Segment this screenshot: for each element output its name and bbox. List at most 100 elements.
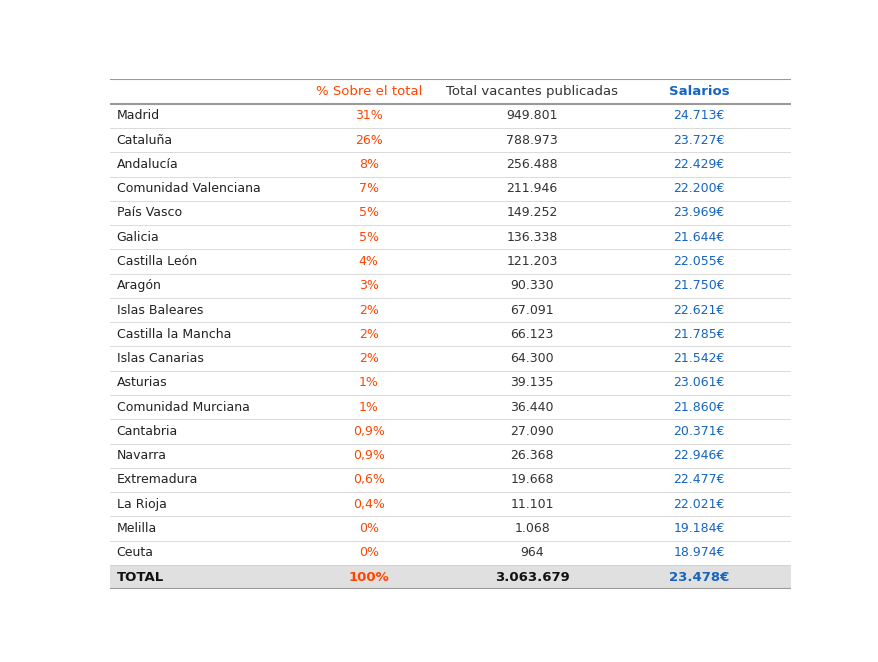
- Text: 64.300: 64.300: [510, 352, 553, 365]
- Text: Cataluña: Cataluña: [117, 134, 173, 146]
- Text: 22.946€: 22.946€: [673, 449, 724, 462]
- Text: 3%: 3%: [358, 279, 378, 292]
- Text: 18.974€: 18.974€: [673, 546, 724, 559]
- Text: 3.063.679: 3.063.679: [494, 571, 569, 583]
- Text: 66.123: 66.123: [510, 328, 553, 341]
- Bar: [110, 104, 790, 128]
- Text: 21.750€: 21.750€: [673, 279, 724, 292]
- Text: 22.200€: 22.200€: [673, 182, 724, 195]
- Text: 136.338: 136.338: [506, 231, 558, 244]
- Text: 26%: 26%: [355, 134, 382, 146]
- Text: 31%: 31%: [355, 109, 382, 122]
- Text: Andalucía: Andalucía: [117, 158, 178, 171]
- Bar: [110, 541, 790, 565]
- Text: 1.068: 1.068: [514, 522, 550, 535]
- Bar: [110, 79, 790, 104]
- Text: Cantabria: Cantabria: [117, 425, 177, 438]
- Text: 256.488: 256.488: [506, 158, 558, 171]
- Text: 0,9%: 0,9%: [352, 425, 385, 438]
- Text: Castilla León: Castilla León: [117, 255, 197, 268]
- Text: 27.090: 27.090: [510, 425, 553, 438]
- Text: 121.203: 121.203: [506, 255, 558, 268]
- Text: Total vacantes publicadas: Total vacantes publicadas: [446, 85, 617, 98]
- Text: 7%: 7%: [358, 182, 378, 195]
- Bar: [110, 322, 790, 346]
- Bar: [110, 444, 790, 468]
- Text: La Rioja: La Rioja: [117, 498, 166, 510]
- Text: 23.061€: 23.061€: [673, 377, 724, 389]
- Text: 22.477€: 22.477€: [673, 473, 724, 487]
- Text: 19.668: 19.668: [510, 473, 553, 487]
- Text: 22.021€: 22.021€: [673, 498, 724, 510]
- Bar: [110, 273, 790, 298]
- Text: Ceuta: Ceuta: [117, 546, 154, 559]
- Text: 67.091: 67.091: [510, 304, 553, 316]
- Text: Asturias: Asturias: [117, 377, 167, 389]
- Bar: [110, 152, 790, 177]
- Text: 21.644€: 21.644€: [673, 231, 724, 244]
- Text: 5%: 5%: [358, 231, 378, 244]
- Text: 23.478€: 23.478€: [668, 571, 729, 583]
- Text: 788.973: 788.973: [506, 134, 558, 146]
- Bar: [110, 225, 790, 250]
- Text: 1%: 1%: [358, 401, 378, 414]
- Text: 2%: 2%: [358, 352, 378, 365]
- Text: 8%: 8%: [358, 158, 378, 171]
- Text: 22.621€: 22.621€: [673, 304, 724, 316]
- Text: Comunidad Murciana: Comunidad Murciana: [117, 401, 249, 414]
- Text: 949.801: 949.801: [506, 109, 558, 122]
- Text: 21.860€: 21.860€: [673, 401, 724, 414]
- Bar: [110, 565, 790, 589]
- Bar: [110, 201, 790, 225]
- Bar: [110, 298, 790, 322]
- Text: % Sobre el total: % Sobre el total: [315, 85, 421, 98]
- Text: Extremadura: Extremadura: [117, 473, 198, 487]
- Text: 2%: 2%: [358, 328, 378, 341]
- Text: 0%: 0%: [358, 546, 378, 559]
- Text: 36.440: 36.440: [510, 401, 553, 414]
- Text: País Vasco: País Vasco: [117, 207, 182, 219]
- Text: Navarra: Navarra: [117, 449, 167, 462]
- Text: 21.785€: 21.785€: [673, 328, 724, 341]
- Bar: [110, 468, 790, 492]
- Text: 1%: 1%: [358, 377, 378, 389]
- Bar: [110, 516, 790, 541]
- Text: 0,9%: 0,9%: [352, 449, 385, 462]
- Text: 22.429€: 22.429€: [673, 158, 724, 171]
- Text: Castilla la Mancha: Castilla la Mancha: [117, 328, 231, 341]
- Text: 11.101: 11.101: [510, 498, 553, 510]
- Text: 964: 964: [520, 546, 543, 559]
- Text: 23.727€: 23.727€: [673, 134, 724, 146]
- Text: 0,6%: 0,6%: [352, 473, 385, 487]
- Text: 211.946: 211.946: [506, 182, 558, 195]
- Text: Salarios: Salarios: [668, 85, 729, 98]
- Text: 4%: 4%: [358, 255, 378, 268]
- Bar: [110, 346, 790, 371]
- Text: 100%: 100%: [348, 571, 389, 583]
- Bar: [110, 177, 790, 201]
- Text: 2%: 2%: [358, 304, 378, 316]
- Text: TOTAL: TOTAL: [117, 571, 164, 583]
- Text: 23.969€: 23.969€: [673, 207, 724, 219]
- Text: 39.135: 39.135: [510, 377, 553, 389]
- Text: 5%: 5%: [358, 207, 378, 219]
- Text: Islas Canarias: Islas Canarias: [117, 352, 204, 365]
- Text: Madrid: Madrid: [117, 109, 160, 122]
- Text: 20.371€: 20.371€: [673, 425, 724, 438]
- Text: 26.368: 26.368: [510, 449, 553, 462]
- Text: 90.330: 90.330: [510, 279, 553, 292]
- Text: 149.252: 149.252: [506, 207, 558, 219]
- Text: Aragón: Aragón: [117, 279, 162, 292]
- Bar: [110, 371, 790, 395]
- Bar: [110, 395, 790, 419]
- Bar: [110, 128, 790, 152]
- Text: 24.713€: 24.713€: [673, 109, 724, 122]
- Bar: [110, 419, 790, 444]
- Text: 0%: 0%: [358, 522, 378, 535]
- Text: Melilla: Melilla: [117, 522, 157, 535]
- Text: Islas Baleares: Islas Baleares: [117, 304, 203, 316]
- Bar: [110, 250, 790, 273]
- Text: Galicia: Galicia: [117, 231, 159, 244]
- Text: 19.184€: 19.184€: [673, 522, 724, 535]
- Text: 21.542€: 21.542€: [673, 352, 724, 365]
